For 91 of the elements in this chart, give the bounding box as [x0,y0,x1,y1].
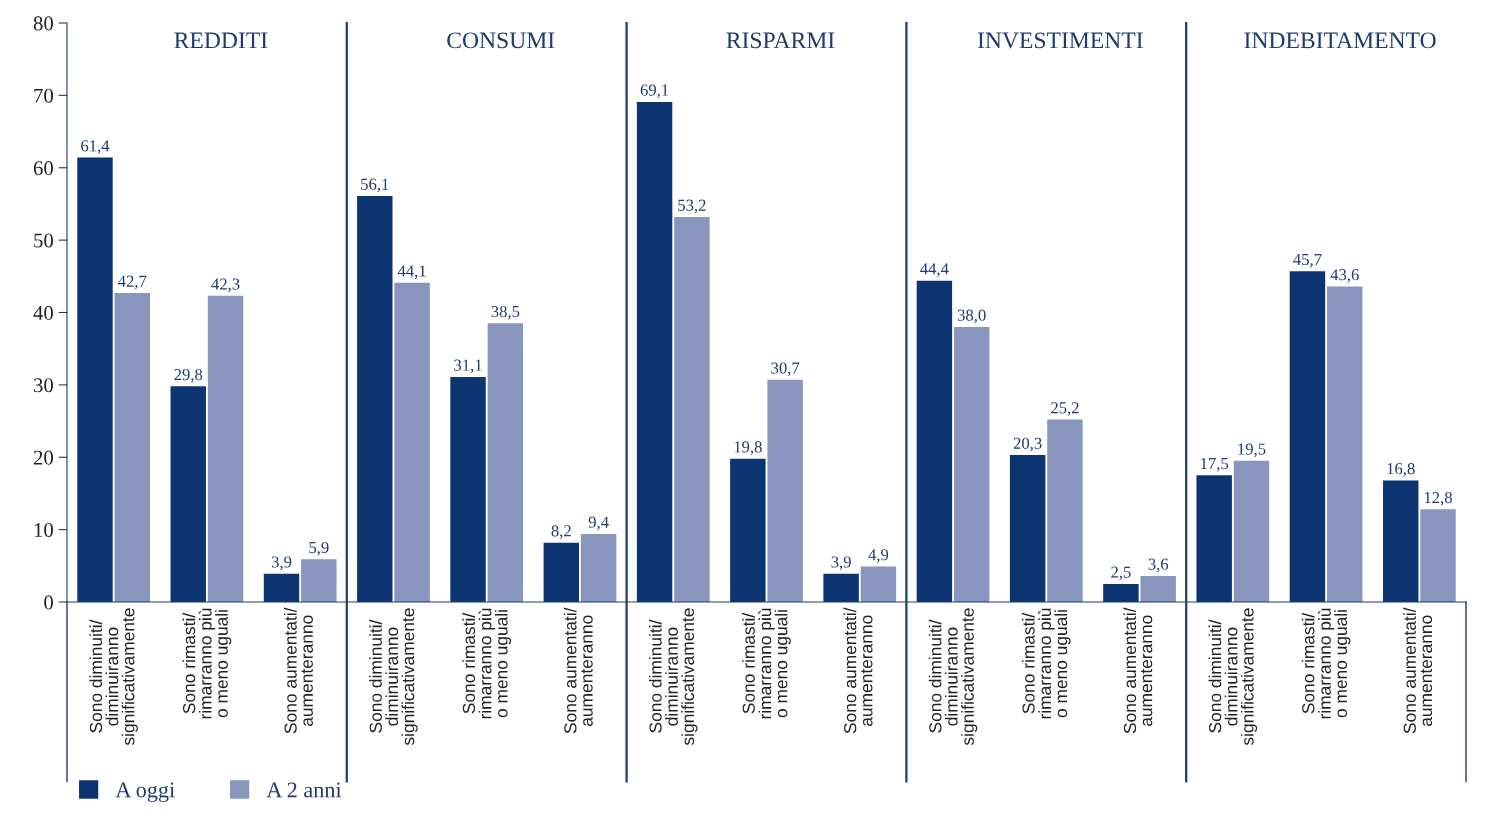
data-label: 69,1 [640,84,669,99]
annotation: INDEBITAMENTO [1244,32,1436,49]
data-label: 42,7 [118,275,147,290]
bar [953,326,990,602]
bar [1382,480,1419,602]
bar [263,573,300,602]
annotation: INVESTIMENTI [977,32,1143,49]
y-tick-label: 40 [33,305,54,320]
data-label: 12,8 [1424,491,1452,506]
bar [1140,575,1176,602]
y-tick-label: 20 [33,450,54,465]
data-label: 20,3 [1013,437,1042,452]
x-tick-label: Sono rimasti/ rimarranno più o meno uguali [742,608,791,719]
y-tick-label: 10 [34,523,54,538]
data-label: 30,7 [771,362,800,377]
x-tick-label: Sono diminuiti/ diminuiranno significativamente [928,608,978,746]
annotation: CONSUMI [447,32,555,49]
data-label: 19,8 [734,441,762,455]
data-label: 43,6 [1330,269,1359,283]
bar [114,292,151,602]
annotation: REDDITI [174,32,268,49]
data-label: 8,2 [551,525,571,539]
bar [823,573,859,602]
bar [1233,460,1270,602]
bar [580,533,617,602]
x-tick-label: Sono diminuiti/ diminuiranno significativamente [369,608,418,746]
bar [394,282,430,602]
x-tick-label: Sono rimasti/ rimarranno più o meno uguali [182,608,232,719]
x-tick-label: Sono aumentati/ aumenteranno [1403,607,1433,734]
annotation: RISPARMI [726,32,835,49]
data-label: 42,3 [211,278,240,293]
bar [730,458,766,602]
data-label: 5,9 [309,541,329,556]
data-label: 3,9 [831,556,851,571]
bar [636,101,673,602]
bar [543,542,580,602]
bar [916,280,953,602]
data-label: 53,2 [678,199,706,214]
data-label: 61,4 [81,140,110,154]
bar [1196,475,1232,602]
data-label: 2,5 [1111,566,1131,581]
y-tick-label: 50 [34,233,54,248]
x-tick-label: Sono diminuiti/ diminuiranno significativamente [648,608,698,746]
bar [1289,271,1326,602]
x-tick-label: Sono rimasti/ rimarranno più o meno uguali [462,608,512,719]
data-label: 16,8 [1387,463,1415,477]
y-tick-label: 60 [33,161,54,176]
bar [450,376,486,602]
data-label: 19,5 [1238,443,1266,458]
x-tick-label: Sono diminuiti/ diminuiranno significativamente [89,608,138,746]
x-tick-label: Sono aumentati/ aumenteranno [1123,607,1153,734]
y-tick-label: 70 [34,88,54,103]
bar [1009,455,1046,602]
y-tick-label: 80 [33,16,54,31]
bar [1047,419,1083,602]
bar [860,566,897,602]
data-label: 4,9 [868,549,889,563]
legend-label: A 2 anni [266,782,342,798]
x-tick-label: Sono rimasti/ rimarranno più o meno uguali [1021,608,1071,719]
y-tick-label: 30 [33,378,54,393]
x-tick-label: Sono aumentati/ aumenteranno [843,607,873,734]
x-tick-label: Sono aumentati/ aumenteranno [563,607,593,734]
bar [357,195,393,602]
bar [1103,583,1139,602]
data-label: 25,2 [1051,402,1079,416]
bar [1327,286,1363,602]
bar [170,386,206,602]
data-label: 38,5 [491,305,520,320]
bar [301,559,337,602]
data-label: 38,0 [957,309,986,324]
data-label: 56,1 [361,178,389,193]
x-tick-label: Sono rimasti/ rimarranno più o meno uguali [1301,608,1351,719]
bar [487,323,524,602]
legend-label: A oggi [115,782,175,802]
x-tick-label: Sono diminuiti/ diminuiranno significativamente [1208,608,1258,746]
bar [207,295,244,602]
bar [1420,509,1456,602]
bar [674,216,710,602]
data-label: 3,9 [271,556,292,571]
bar [767,379,803,602]
data-label: 31,1 [454,359,482,374]
data-label: 44,4 [920,263,949,277]
data-label: 17,5 [1201,458,1229,472]
bar [77,157,113,602]
data-label: 45,7 [1293,253,1322,268]
data-label: 29,8 [174,368,203,383]
data-label: 9,4 [588,516,609,531]
data-label: 3,6 [1148,558,1169,573]
x-tick-label: Sono aumentati/ aumenteranno [283,607,313,734]
y-tick-label: 0 [44,595,54,610]
data-label: 44,1 [397,265,426,280]
